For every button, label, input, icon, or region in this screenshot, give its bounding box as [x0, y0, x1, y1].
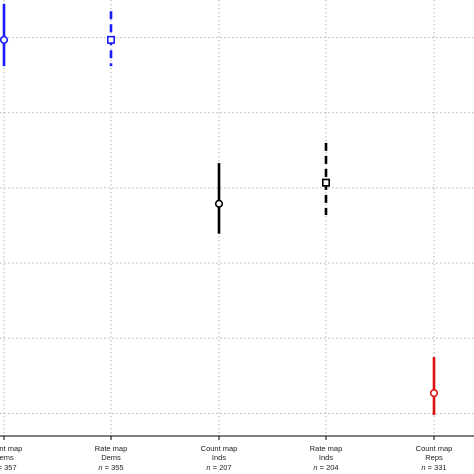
n-symbol: n: [313, 463, 317, 472]
n-symbol: n: [98, 463, 102, 472]
x-tick-label-line2-4: Reps: [425, 453, 443, 462]
x-tick-label-n-2: n = 207: [206, 463, 231, 472]
point-marker-2: [214, 199, 224, 208]
n-symbol: n: [206, 463, 210, 472]
x-tick-label-line2-0: Dems: [0, 453, 14, 462]
n-value: = 207: [211, 463, 232, 472]
point-marker-0: [0, 35, 9, 44]
grid-layer: [0, 0, 474, 436]
n-value: = 355: [103, 463, 124, 472]
point-marker-4: [429, 389, 439, 398]
x-tick-label-n-1: n = 355: [98, 463, 123, 472]
x-tick-label-line2-1: Dems: [101, 453, 121, 462]
x-tick-label-line1-1: Rate map: [95, 444, 128, 453]
x-tick-label-line2-2: Inds: [212, 453, 226, 462]
x-tick-label-n-4: n = 331: [421, 463, 446, 472]
n-symbol: n: [421, 463, 425, 472]
x-tick-label-line1-2: Count map: [201, 444, 238, 453]
x-tick-label-n-0: n = 357: [0, 463, 17, 472]
point-marker-3: [321, 178, 330, 187]
x-tick-label-n-3: n = 204: [313, 463, 338, 472]
x-tick-label-line1-0: Count map: [0, 444, 22, 453]
n-value: = 357: [0, 463, 17, 472]
marks-layer: [0, 3, 439, 415]
n-value: = 204: [318, 463, 339, 472]
point-marker-1: [107, 35, 116, 44]
x-tick-label-line2-3: Inds: [319, 453, 333, 462]
x-tick-label-line1-3: Rate map: [310, 444, 343, 453]
x-tick-label-line1-4: Count map: [416, 444, 453, 453]
n-value: = 331: [426, 463, 447, 472]
